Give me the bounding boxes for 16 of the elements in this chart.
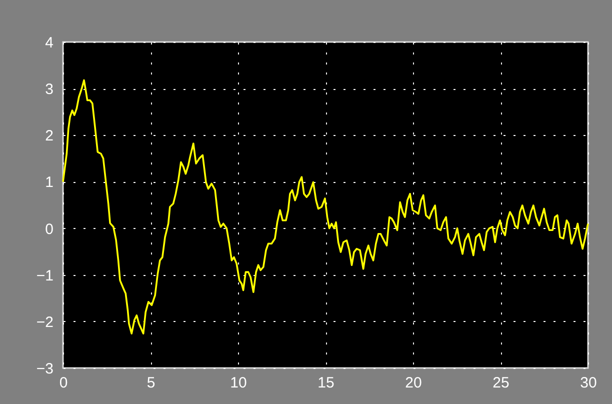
- y-tick-label: 1: [45, 174, 54, 192]
- x-tick-label: 15: [318, 374, 334, 392]
- y-tick-label: 0: [45, 220, 54, 238]
- y-tick-label: 2: [45, 128, 54, 145]
- x-tick-label: 30: [580, 374, 597, 392]
- x-tick-label: 25: [492, 374, 510, 392]
- line-series: [62, 79, 589, 334]
- x-tick-label: 0: [59, 374, 68, 392]
- y-tick-label: 4: [45, 34, 54, 52]
- x-tick-label: 20: [405, 374, 422, 392]
- x-tick-label: 10: [230, 374, 247, 392]
- y-tick-label: 3: [45, 81, 54, 98]
- y-tick-label: −1: [36, 267, 54, 284]
- x-tick-label: 5: [146, 374, 156, 392]
- y-tick-label: −3: [36, 360, 54, 378]
- y-tick-label: −2: [36, 314, 54, 331]
